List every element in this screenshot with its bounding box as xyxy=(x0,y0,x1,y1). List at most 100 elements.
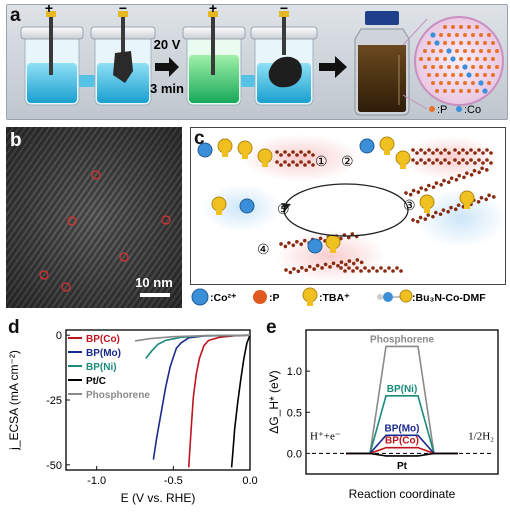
p-atom xyxy=(292,267,296,271)
p-atom xyxy=(367,269,371,273)
p-atom xyxy=(427,57,431,61)
co-ion xyxy=(359,138,375,154)
p-atom xyxy=(447,81,451,85)
p-atom xyxy=(439,151,443,155)
p-atom xyxy=(284,268,288,272)
polarization-curves: -1.0 -0.5 0.0 0 -25 -50 E (V vs. RHE) j_ECSA (m… xyxy=(7,329,258,505)
p-atom xyxy=(443,41,447,45)
p-atom xyxy=(431,81,435,85)
p-atom xyxy=(307,150,311,154)
tba-molecule xyxy=(257,148,273,167)
p-atom xyxy=(350,232,355,236)
p-atom xyxy=(457,161,461,165)
p-atom xyxy=(312,267,316,271)
p-atom xyxy=(489,161,493,165)
p-atom xyxy=(463,49,467,53)
reactant-label: H⁺+e⁻ xyxy=(310,430,341,442)
co-atom-legend-dot xyxy=(456,106,462,112)
co-atom xyxy=(434,40,440,46)
p-atom xyxy=(441,208,446,212)
energy-profile-pt xyxy=(346,452,458,457)
p-atom xyxy=(473,161,477,165)
p-atom xyxy=(479,195,484,200)
panel-d-letter: d xyxy=(8,317,20,338)
p-atom xyxy=(288,270,293,275)
p-atom xyxy=(416,190,421,194)
y-tick-label: 1.0 xyxy=(287,366,302,378)
p-atom xyxy=(399,269,403,273)
p-atom xyxy=(291,243,296,248)
p-atom xyxy=(447,65,451,69)
p-atom xyxy=(453,158,457,162)
phosphorene-chain xyxy=(339,266,403,273)
co-atom-legend-label: :Co xyxy=(464,104,481,116)
co-ion xyxy=(307,238,323,254)
process-arrow xyxy=(155,57,179,77)
p-atom xyxy=(439,81,443,85)
legend-complex-label: :Bu₃N-Co-DMF xyxy=(412,292,486,304)
phosphorene-chain xyxy=(411,158,451,165)
p-atom xyxy=(434,210,438,215)
step-1: ① xyxy=(315,153,328,169)
y-axis-label: j_ECSA (mA cm⁻²) xyxy=(7,350,21,451)
p-atom xyxy=(431,49,435,53)
legend-co-label: :Co²⁺ xyxy=(210,292,237,304)
p-atom xyxy=(476,200,481,204)
series-line-bp-co- xyxy=(187,334,251,468)
co-atom xyxy=(462,64,468,70)
p-atom xyxy=(495,65,499,69)
p-atom xyxy=(439,161,443,165)
step-2: ② xyxy=(341,153,354,169)
p-atom xyxy=(449,176,454,180)
cycle-arrowhead xyxy=(281,203,291,210)
scale-bar xyxy=(140,293,170,297)
p-atom xyxy=(415,161,419,165)
p-atom xyxy=(438,212,443,217)
p-atom xyxy=(477,170,482,175)
phosphorene-chain xyxy=(284,258,364,275)
p-atom xyxy=(467,41,471,45)
cathode-sign-1: − xyxy=(119,5,127,16)
p-atom xyxy=(459,89,463,93)
phosphorene-chain xyxy=(453,158,493,165)
p-atom xyxy=(455,49,459,53)
co-atom xyxy=(450,56,456,62)
p-atom xyxy=(467,25,471,29)
p-atom xyxy=(387,266,391,270)
co-ion xyxy=(197,142,213,158)
step-5: ⑤ xyxy=(277,201,290,217)
legend-p-label: :P xyxy=(269,292,280,304)
p-atom xyxy=(435,158,439,162)
p-atom xyxy=(435,148,439,152)
p-atom xyxy=(467,57,471,61)
p-atom xyxy=(443,148,447,152)
p-atom xyxy=(328,265,332,269)
p-atom xyxy=(299,160,303,164)
p-atom xyxy=(347,259,352,263)
co-atom xyxy=(478,80,484,86)
p-atom xyxy=(435,73,439,77)
p-atom xyxy=(481,151,485,155)
p-atom xyxy=(447,161,451,165)
x-tick-label: -1.0 xyxy=(87,475,106,487)
p-atom xyxy=(339,260,344,265)
duration-label: 3 min xyxy=(150,81,184,96)
panel-c-letter: c xyxy=(194,128,205,149)
p-atom xyxy=(344,262,348,267)
p-atom xyxy=(451,89,455,93)
p-atom xyxy=(465,151,469,155)
p-atom xyxy=(419,158,423,162)
p-atom xyxy=(491,57,495,61)
y-axis-label: ΔG_H* (eV) xyxy=(267,370,281,433)
p-atom xyxy=(431,185,436,190)
p-atom xyxy=(451,25,455,29)
p-atom xyxy=(275,160,279,164)
p-atom xyxy=(459,73,463,77)
p-atom xyxy=(426,213,431,217)
p-atom xyxy=(391,269,395,273)
p-atom xyxy=(459,41,463,45)
p-atom xyxy=(483,57,487,61)
p-atom xyxy=(427,148,431,152)
co-atom-markers xyxy=(39,170,171,292)
panel-e-letter: e xyxy=(266,317,277,338)
